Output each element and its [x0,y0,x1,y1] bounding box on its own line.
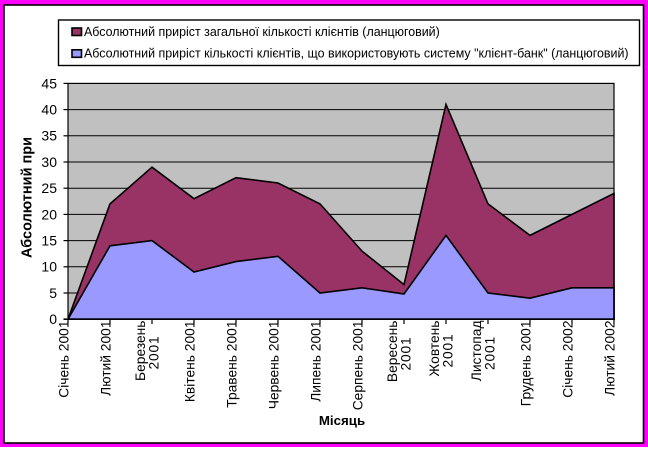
svg-text:Лютий 2001: Лютий 2001 [99,321,114,396]
svg-text:10: 10 [41,259,57,275]
svg-text:2001: 2001 [399,337,414,371]
svg-text:40: 40 [41,102,57,118]
svg-text:25: 25 [41,180,57,196]
svg-text:Червень 2001: Червень 2001 [267,321,282,410]
svg-text:Вересень: Вересень [385,321,400,383]
svg-text:35: 35 [41,128,57,144]
svg-text:Березень: Березень [133,321,148,381]
svg-text:Лютий 2002: Лютий 2002 [603,321,618,396]
svg-text:45: 45 [41,75,57,91]
svg-text:Січень 2002: Січень 2002 [561,321,576,398]
svg-text:15: 15 [41,233,57,249]
svg-text:Абсолютний при: Абсолютний при [20,137,36,258]
svg-text:2001: 2001 [147,336,162,370]
svg-text:Абсолютний приріст кількості к: Абсолютний приріст кількості клієнтів, щ… [84,47,629,61]
svg-text:20: 20 [41,206,57,222]
svg-text:Січень 2001: Січень 2001 [57,321,72,398]
svg-text:30: 30 [41,154,57,170]
svg-text:Абсолютний приріст загальної к: Абсолютний приріст загальної кількості к… [84,25,440,39]
svg-text:Листопад: Листопад [469,321,484,382]
svg-text:Травень 2001: Травень 2001 [225,321,240,408]
svg-text:Грудень 2001: Грудень 2001 [519,321,534,407]
svg-text:2001: 2001 [483,336,498,370]
svg-text:Серпень 2001: Серпень 2001 [351,321,366,411]
svg-text:5: 5 [49,285,57,301]
svg-text:Липень 2001: Липень 2001 [309,321,324,402]
svg-text:0: 0 [49,311,57,327]
svg-text:Квітень 2001: Квітень 2001 [183,321,198,403]
svg-text:2001: 2001 [441,334,456,368]
svg-text:Місяць: Місяць [319,413,365,428]
svg-text:Жовтень: Жовтень [427,321,442,377]
